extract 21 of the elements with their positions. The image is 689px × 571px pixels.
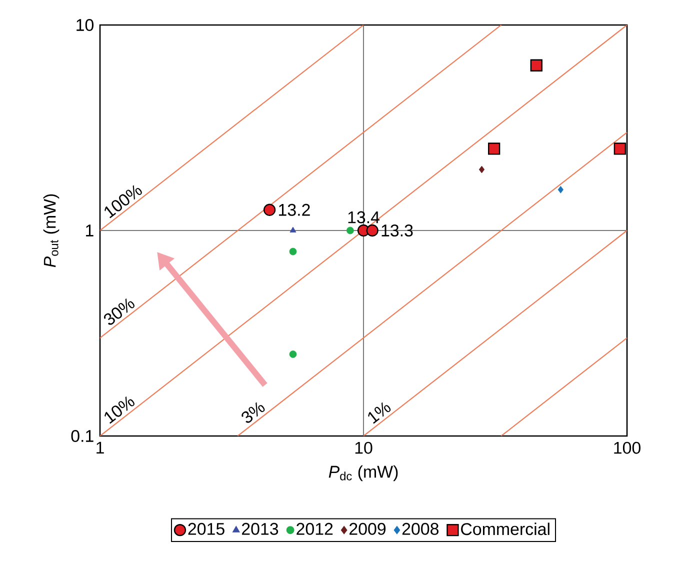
legend-label: Commercial: [461, 522, 550, 536]
legend-label: 2013: [242, 522, 278, 535]
x-tick-label: 1: [96, 442, 104, 454]
annotation: 13.4: [348, 211, 380, 224]
y-tick-label: 0.1: [71, 430, 94, 442]
text: 1%: [368, 402, 391, 424]
annotation: 13.3: [382, 224, 413, 236]
text: 30%: [104, 298, 134, 325]
annotation: 13.2: [279, 204, 310, 216]
x-tick-label: 10: [355, 442, 372, 454]
y-tick-label: 10: [76, 18, 94, 31]
legend-label: 2008: [402, 522, 439, 535]
y-axis-title: P$_{out}$ (mW): [43, 194, 60, 268]
y-tick-label: 1: [86, 224, 94, 236]
text: 3%: [242, 402, 265, 423]
legend-label: 2009: [350, 522, 386, 535]
legend-label: 2012: [296, 522, 333, 535]
x-tick-label: 100: [614, 442, 640, 454]
x-axis-title: P$_{dc}$ (mW): [328, 465, 398, 482]
text: 10%: [104, 396, 134, 424]
legend-label: 2015: [188, 522, 224, 535]
